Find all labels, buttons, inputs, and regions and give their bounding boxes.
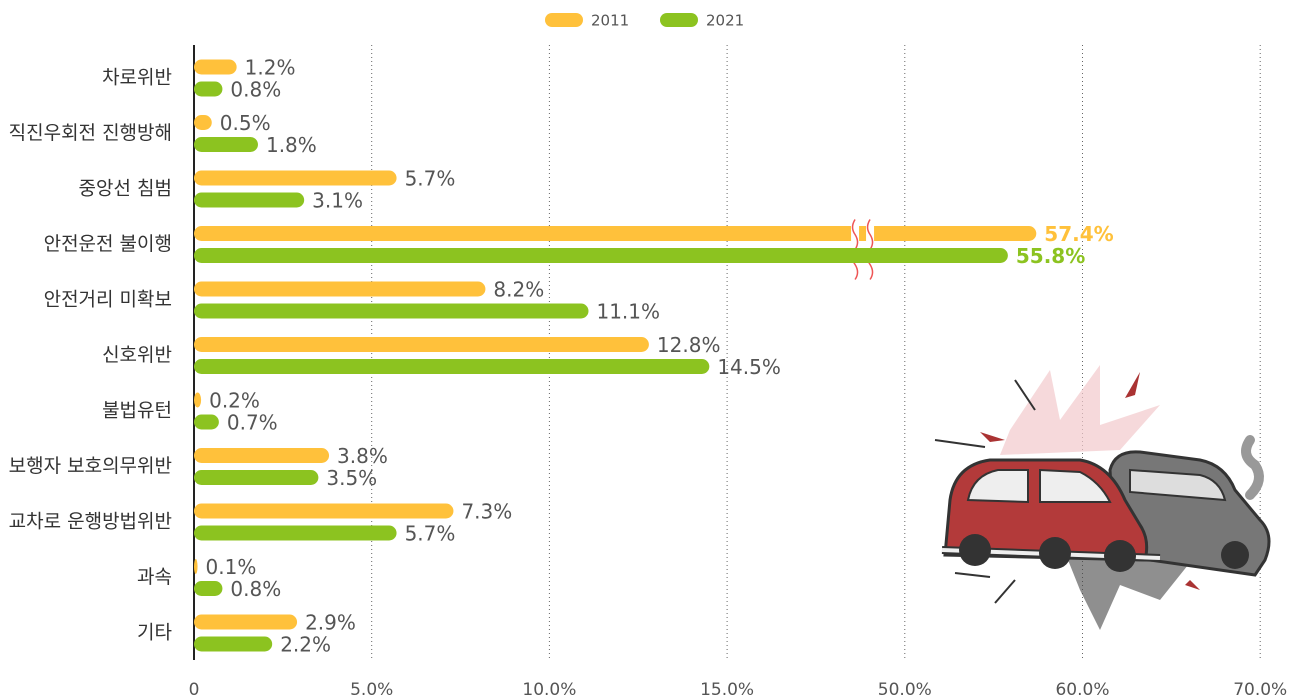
data-label: 3.8% bbox=[337, 444, 388, 468]
data-label: 14.5% bbox=[717, 355, 781, 379]
data-label: 3.1% bbox=[312, 189, 363, 213]
bar bbox=[194, 581, 223, 596]
bar bbox=[194, 614, 298, 630]
bar bbox=[194, 359, 710, 374]
y-tick-label: 중앙선 침범 bbox=[79, 178, 172, 200]
bar bbox=[194, 81, 223, 97]
bar bbox=[194, 281, 486, 297]
x-tick-label: 50.0% bbox=[878, 680, 932, 700]
data-label: 11.1% bbox=[596, 300, 660, 324]
y-tick-label: 직진우회전 진행방해 bbox=[9, 122, 172, 144]
x-tick-label: 60.0% bbox=[1055, 680, 1109, 700]
y-tick-label: 신호위반 bbox=[102, 344, 172, 366]
data-label: 5.7% bbox=[405, 522, 456, 546]
data-label: 0.8% bbox=[230, 78, 281, 102]
bar bbox=[194, 636, 273, 652]
y-tick-label: 교차로 운행방법위반 bbox=[9, 511, 172, 533]
x-tick-label: 5.0% bbox=[350, 680, 393, 700]
x-tick-label: 10.0% bbox=[522, 680, 576, 700]
bar bbox=[194, 559, 198, 574]
data-label: 12.8% bbox=[657, 333, 721, 357]
bar bbox=[194, 303, 589, 319]
data-label: 1.8% bbox=[266, 133, 317, 157]
data-label: 57.4% bbox=[1044, 222, 1113, 246]
x-tick-label: 0 bbox=[189, 680, 200, 700]
y-tick-label: 기타 bbox=[137, 622, 172, 644]
bar bbox=[194, 503, 454, 519]
bar bbox=[194, 115, 212, 130]
bar bbox=[194, 392, 202, 408]
bar bbox=[194, 414, 219, 430]
data-label: 55.8% bbox=[1016, 244, 1085, 268]
y-tick-label: 불법유턴 bbox=[102, 400, 172, 422]
data-label: 0.8% bbox=[230, 577, 281, 601]
y-tick-label: 차로위반 bbox=[102, 67, 172, 89]
legend-swatch bbox=[660, 13, 698, 27]
bar bbox=[194, 337, 649, 352]
data-label: 3.5% bbox=[326, 466, 377, 490]
bar bbox=[194, 192, 305, 208]
bar bbox=[194, 59, 237, 75]
data-label: 0.7% bbox=[227, 411, 278, 435]
x-tick-label: 15.0% bbox=[700, 680, 754, 700]
y-tick-label: 안전운전 불이행 bbox=[44, 233, 172, 255]
data-label: 0.5% bbox=[220, 111, 271, 135]
data-label: 2.9% bbox=[305, 611, 356, 635]
y-tick-label: 보행자 보호의무위반 bbox=[9, 455, 172, 477]
bar bbox=[194, 448, 330, 463]
bar bbox=[194, 170, 397, 186]
bar bbox=[194, 525, 397, 541]
bar bbox=[194, 137, 258, 152]
bar bbox=[194, 226, 1037, 241]
data-label: 8.2% bbox=[493, 278, 544, 302]
data-label: 0.2% bbox=[209, 389, 260, 413]
data-label: 5.7% bbox=[405, 167, 456, 191]
data-label: 7.3% bbox=[461, 500, 512, 524]
bar bbox=[194, 248, 1008, 263]
data-label: 2.2% bbox=[280, 633, 331, 657]
data-label: 0.1% bbox=[206, 555, 257, 579]
data-label: 1.2% bbox=[245, 56, 296, 80]
y-tick-label: 안전거리 미확보 bbox=[44, 289, 172, 311]
bar bbox=[194, 470, 319, 485]
legend-label: 2011 bbox=[591, 12, 629, 30]
illustration bbox=[934, 365, 1271, 630]
legend-label: 2021 bbox=[706, 12, 744, 30]
x-tick-label: 70.0% bbox=[1233, 680, 1287, 700]
legend-swatch bbox=[545, 13, 583, 27]
y-tick-label: 과속 bbox=[137, 566, 172, 588]
